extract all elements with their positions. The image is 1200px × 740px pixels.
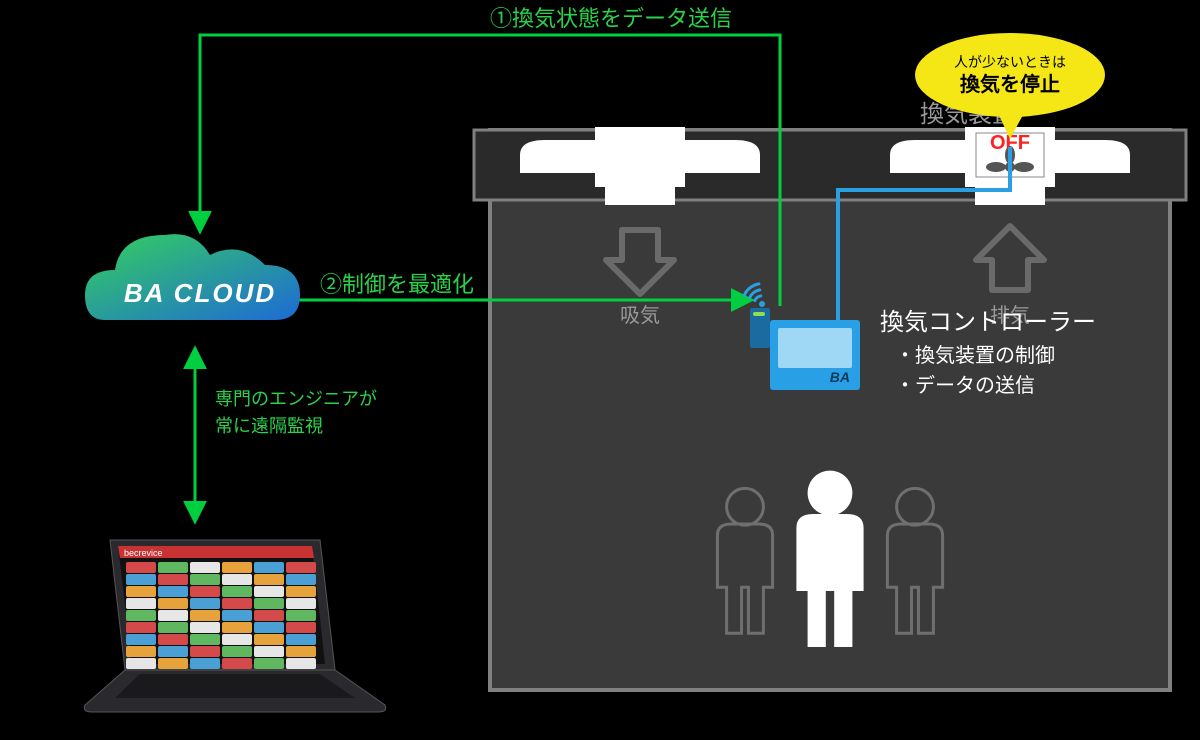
laptop-icon: becrevice (84, 540, 385, 712)
cloud-icon: BA CLOUD (85, 234, 300, 320)
svg-text:BA CLOUD: BA CLOUD (124, 278, 276, 308)
controller-title-label: 換気コントローラー (880, 309, 1096, 336)
controller-line1-label: ・換気装置の制御 (895, 344, 1055, 367)
flow1-label: ①換気状態をデータ送信 (490, 6, 732, 31)
room-container: OFF 換気装置 吸気 排気 (474, 101, 1186, 690)
diagram-canvas: OFF 換気装置 吸気 排気 BA 換気コントローラー ・換気装置の制御 ・デー… (0, 0, 1200, 740)
room-box (490, 130, 1170, 690)
svg-text:becrevice: becrevice (124, 548, 163, 558)
controller-line2-label: ・データの送信 (895, 374, 1035, 397)
engineer-label-2: 常に遠隔監視 (215, 416, 323, 436)
svg-text:人が少ないときは: 人が少ないときは (954, 54, 1066, 70)
svg-text:吸気: 吸気 (620, 304, 660, 327)
svg-text:BA: BA (830, 369, 850, 385)
flow2-label: ②制御を最適化 (320, 272, 474, 297)
engineer-label-1: 専門のエンジニアが (215, 389, 377, 409)
svg-text:換気を停止: 換気を停止 (960, 72, 1060, 96)
